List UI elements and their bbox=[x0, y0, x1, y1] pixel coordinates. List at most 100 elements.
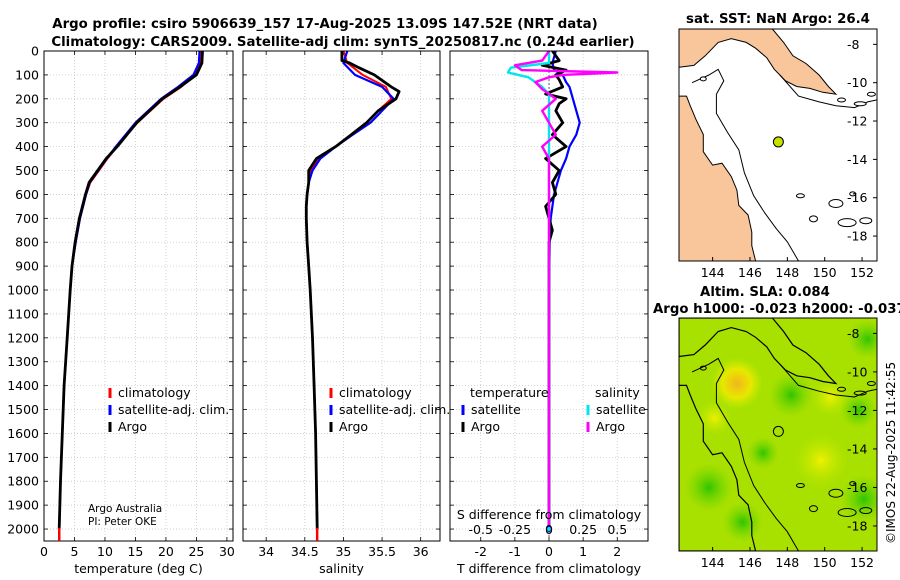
reef bbox=[837, 97, 847, 103]
reef bbox=[828, 198, 844, 208]
x-tick-label: 20 bbox=[158, 544, 174, 559]
map-content bbox=[679, 318, 877, 551]
y-tick-label: 1000 bbox=[7, 283, 39, 298]
reef bbox=[808, 505, 818, 513]
y-tick-label: -10 bbox=[847, 75, 867, 90]
sla-anomaly bbox=[792, 432, 849, 489]
shelf-contour bbox=[779, 74, 877, 109]
reef bbox=[853, 390, 867, 396]
x-tick-label: 150 bbox=[813, 555, 837, 570]
y-tick-label: -14 bbox=[847, 152, 867, 167]
credit-line-2: PI: Peter OKE bbox=[88, 516, 157, 528]
map-title: sat. SST: NaN Argo: 26.4 bbox=[686, 12, 870, 27]
legend-label: satellite bbox=[471, 402, 521, 417]
y-tick-label: 1100 bbox=[7, 306, 39, 321]
land-australia bbox=[679, 95, 757, 261]
shelf-contour bbox=[779, 363, 877, 398]
shelf-contour bbox=[691, 357, 799, 551]
y-tick-label: 0 bbox=[31, 44, 39, 59]
sla-anomaly bbox=[847, 319, 877, 360]
reef bbox=[699, 365, 707, 371]
y-tick-label: -18 bbox=[847, 518, 867, 533]
series-group bbox=[506, 51, 619, 529]
y-tick-label: 500 bbox=[15, 163, 39, 178]
y-tick-label: 400 bbox=[15, 139, 39, 154]
sst-map-panel: 144 146 148 150 152 -8 -10 -12 -14 -16 -18 sat. SST… bbox=[678, 12, 878, 280]
plot-frame bbox=[449, 50, 649, 542]
y-tick-label: -16 bbox=[847, 480, 867, 495]
x-tick-label: 2 bbox=[613, 544, 621, 559]
y-tick-label: 800 bbox=[15, 235, 39, 250]
x-tick-label: 30 bbox=[219, 544, 235, 559]
series-line bbox=[57, 51, 204, 530]
sla-anomaly bbox=[722, 502, 763, 543]
watermark: ©IMOS 22-Aug-2025 11:42:55 bbox=[884, 362, 898, 544]
legend-label: Argo bbox=[596, 419, 625, 434]
reef bbox=[795, 483, 805, 489]
reef bbox=[853, 101, 867, 107]
x-tick-label: -2 bbox=[474, 544, 486, 559]
y-tick-label: 1400 bbox=[7, 378, 39, 393]
reef bbox=[849, 481, 857, 487]
map-frame bbox=[678, 28, 878, 262]
y-tick-label: -12 bbox=[847, 114, 867, 129]
x-tick-label: 35.5 bbox=[368, 544, 396, 559]
argo-position-marker bbox=[772, 136, 784, 148]
figure-title-line1: Argo profile: csiro 5906639_157 17-Aug-2… bbox=[52, 17, 597, 32]
legend-label: satellite-adj. clim. bbox=[118, 402, 229, 417]
salinity-panel: 34 34.5 35 35.5 36 salinity climatology satelli… bbox=[242, 50, 450, 576]
y-tick-label: 100 bbox=[15, 67, 39, 82]
x-tick-label: 0 bbox=[40, 544, 48, 559]
legend-heading: salinity bbox=[595, 385, 640, 400]
reef bbox=[859, 217, 873, 225]
x-tick-label: 5 bbox=[71, 544, 79, 559]
x-tick-label: 1 bbox=[579, 544, 587, 559]
argo-position-marker bbox=[772, 425, 784, 437]
x-tick-label: 34 bbox=[258, 544, 274, 559]
sla-anomaly bbox=[684, 463, 733, 512]
y-tick-label: -18 bbox=[847, 229, 867, 244]
x-tick-label: 146 bbox=[738, 555, 762, 570]
plot-frame bbox=[43, 50, 234, 542]
x-tick-label-top: 0 bbox=[545, 522, 553, 537]
y-tick-label: 1300 bbox=[7, 354, 39, 369]
x-tick-label: 15 bbox=[127, 544, 143, 559]
plot-frame bbox=[242, 50, 441, 542]
x-tick-label: 36 bbox=[413, 544, 429, 559]
y-tick-label: 700 bbox=[15, 211, 39, 226]
reef bbox=[849, 191, 857, 197]
reef bbox=[837, 386, 847, 392]
series-line bbox=[513, 51, 619, 529]
x-tick-label: 148 bbox=[775, 265, 799, 280]
map-subtitle: Argo h1000: -0.023 h2000: -0.037 bbox=[653, 302, 900, 317]
x-tick-label: 150 bbox=[813, 265, 837, 280]
y-tick-label: 300 bbox=[15, 115, 39, 130]
legend-label: Argo bbox=[339, 419, 368, 434]
x-tick-label: 25 bbox=[188, 544, 204, 559]
sla-anomaly bbox=[696, 400, 733, 437]
coastline-australia bbox=[679, 384, 757, 551]
x-tick-label-top: 0.25 bbox=[569, 522, 597, 537]
y-tick-label: 900 bbox=[15, 259, 39, 274]
map-frame bbox=[678, 317, 878, 552]
y-tick-label: -14 bbox=[847, 441, 867, 456]
y-tick-label: 200 bbox=[15, 91, 39, 106]
y-tick-label: 1700 bbox=[7, 450, 39, 465]
reef bbox=[795, 193, 805, 199]
y-tick-label: 1200 bbox=[7, 330, 39, 345]
series-group bbox=[57, 51, 204, 530]
map-title: Altim. SLA: 0.084 bbox=[700, 285, 830, 300]
legend-label: satellite-adj. clim. bbox=[339, 402, 450, 417]
sla-anomaly bbox=[747, 436, 780, 469]
x-tick-label: 144 bbox=[701, 265, 725, 280]
figure-title-line2: Climatology: CARS2009. Satellite-adj cli… bbox=[51, 35, 634, 50]
legend-label: climatology bbox=[339, 385, 412, 400]
reef bbox=[808, 215, 818, 223]
reef bbox=[699, 76, 707, 82]
reef bbox=[859, 507, 873, 515]
y-tick-label: -8 bbox=[847, 37, 860, 52]
y-tick-label: -12 bbox=[847, 403, 867, 418]
legend-label: satellite bbox=[596, 402, 646, 417]
x-tick-label: 10 bbox=[97, 544, 113, 559]
x-tick-label: 144 bbox=[701, 555, 725, 570]
